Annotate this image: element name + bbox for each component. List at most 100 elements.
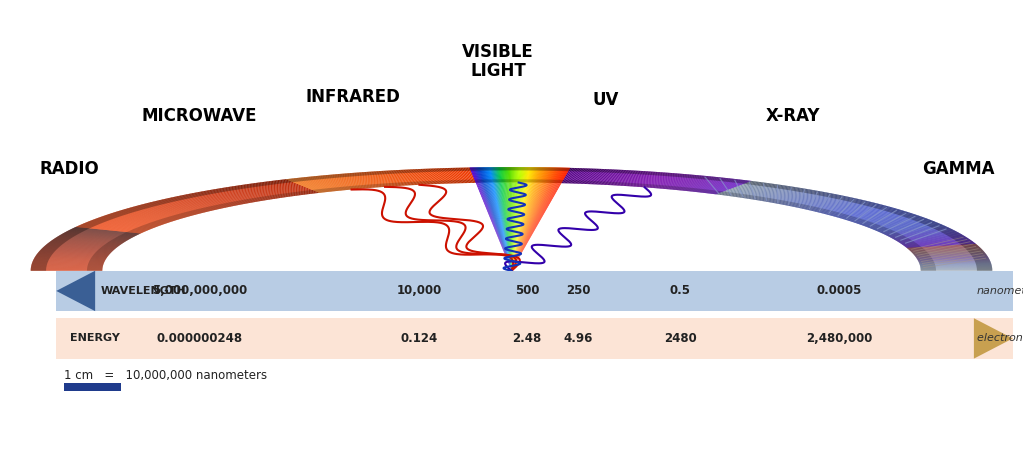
Polygon shape bbox=[53, 239, 122, 244]
Polygon shape bbox=[638, 172, 663, 187]
Polygon shape bbox=[107, 214, 169, 223]
Polygon shape bbox=[43, 247, 113, 251]
Polygon shape bbox=[570, 168, 581, 183]
Polygon shape bbox=[496, 182, 512, 271]
Polygon shape bbox=[512, 182, 515, 271]
Polygon shape bbox=[820, 203, 877, 213]
Polygon shape bbox=[403, 170, 420, 185]
Polygon shape bbox=[42, 248, 112, 252]
Polygon shape bbox=[309, 177, 341, 191]
Polygon shape bbox=[554, 168, 563, 183]
Polygon shape bbox=[475, 167, 481, 183]
Polygon shape bbox=[505, 182, 512, 271]
Polygon shape bbox=[687, 177, 719, 191]
Polygon shape bbox=[911, 249, 982, 253]
Polygon shape bbox=[285, 179, 320, 193]
Polygon shape bbox=[512, 183, 549, 271]
Polygon shape bbox=[480, 183, 512, 271]
Polygon shape bbox=[534, 167, 539, 183]
Polygon shape bbox=[367, 172, 390, 187]
Polygon shape bbox=[671, 175, 700, 190]
Polygon shape bbox=[777, 192, 827, 204]
Polygon shape bbox=[596, 170, 613, 184]
Polygon shape bbox=[383, 171, 403, 186]
Polygon shape bbox=[799, 197, 851, 209]
Polygon shape bbox=[773, 191, 821, 203]
Polygon shape bbox=[512, 182, 518, 271]
Polygon shape bbox=[257, 182, 297, 196]
Polygon shape bbox=[343, 173, 369, 188]
Polygon shape bbox=[493, 167, 496, 182]
Polygon shape bbox=[825, 204, 881, 214]
Polygon shape bbox=[536, 167, 542, 183]
Polygon shape bbox=[490, 182, 512, 271]
Polygon shape bbox=[665, 175, 693, 189]
Polygon shape bbox=[33, 260, 104, 262]
Polygon shape bbox=[44, 247, 114, 250]
Polygon shape bbox=[586, 169, 601, 184]
Polygon shape bbox=[167, 198, 219, 209]
Polygon shape bbox=[31, 268, 102, 269]
Polygon shape bbox=[698, 179, 732, 192]
Polygon shape bbox=[463, 168, 472, 183]
Polygon shape bbox=[615, 171, 635, 185]
Polygon shape bbox=[544, 167, 551, 183]
Polygon shape bbox=[921, 266, 992, 267]
Polygon shape bbox=[841, 209, 900, 219]
Polygon shape bbox=[183, 195, 233, 206]
Polygon shape bbox=[185, 194, 235, 206]
Polygon shape bbox=[520, 167, 522, 182]
Polygon shape bbox=[407, 170, 425, 185]
Polygon shape bbox=[476, 183, 512, 271]
Polygon shape bbox=[732, 183, 773, 197]
Polygon shape bbox=[57, 237, 126, 242]
Polygon shape bbox=[246, 184, 287, 197]
Polygon shape bbox=[910, 248, 981, 252]
Polygon shape bbox=[39, 252, 109, 255]
Polygon shape bbox=[452, 168, 462, 183]
Polygon shape bbox=[843, 210, 902, 219]
Polygon shape bbox=[495, 182, 512, 271]
Polygon shape bbox=[414, 169, 430, 184]
Polygon shape bbox=[78, 226, 143, 233]
Polygon shape bbox=[283, 179, 319, 193]
Polygon shape bbox=[637, 172, 661, 187]
Polygon shape bbox=[305, 177, 337, 191]
Polygon shape bbox=[255, 183, 295, 196]
Polygon shape bbox=[522, 167, 525, 182]
Polygon shape bbox=[548, 168, 555, 183]
Polygon shape bbox=[898, 237, 967, 242]
Polygon shape bbox=[550, 168, 559, 183]
Polygon shape bbox=[561, 168, 570, 183]
Polygon shape bbox=[484, 167, 489, 183]
Polygon shape bbox=[564, 168, 575, 183]
Polygon shape bbox=[632, 171, 655, 187]
Polygon shape bbox=[328, 175, 357, 189]
Polygon shape bbox=[87, 179, 936, 271]
Polygon shape bbox=[817, 202, 873, 213]
Polygon shape bbox=[32, 265, 103, 266]
Polygon shape bbox=[104, 215, 166, 224]
Polygon shape bbox=[849, 212, 909, 221]
Polygon shape bbox=[45, 246, 115, 249]
Polygon shape bbox=[58, 236, 127, 241]
Polygon shape bbox=[315, 176, 345, 190]
Polygon shape bbox=[535, 167, 540, 183]
Polygon shape bbox=[505, 182, 512, 271]
Polygon shape bbox=[490, 167, 494, 182]
Polygon shape bbox=[457, 168, 466, 183]
Polygon shape bbox=[512, 183, 547, 271]
Polygon shape bbox=[478, 183, 512, 271]
Polygon shape bbox=[512, 183, 550, 271]
Polygon shape bbox=[908, 246, 978, 249]
Polygon shape bbox=[903, 241, 973, 246]
Polygon shape bbox=[512, 183, 537, 271]
Polygon shape bbox=[316, 176, 347, 190]
Polygon shape bbox=[844, 210, 904, 220]
Polygon shape bbox=[558, 168, 567, 183]
Polygon shape bbox=[418, 169, 434, 184]
Polygon shape bbox=[385, 171, 404, 186]
Polygon shape bbox=[582, 169, 595, 184]
Polygon shape bbox=[37, 254, 107, 256]
Polygon shape bbox=[605, 170, 622, 185]
